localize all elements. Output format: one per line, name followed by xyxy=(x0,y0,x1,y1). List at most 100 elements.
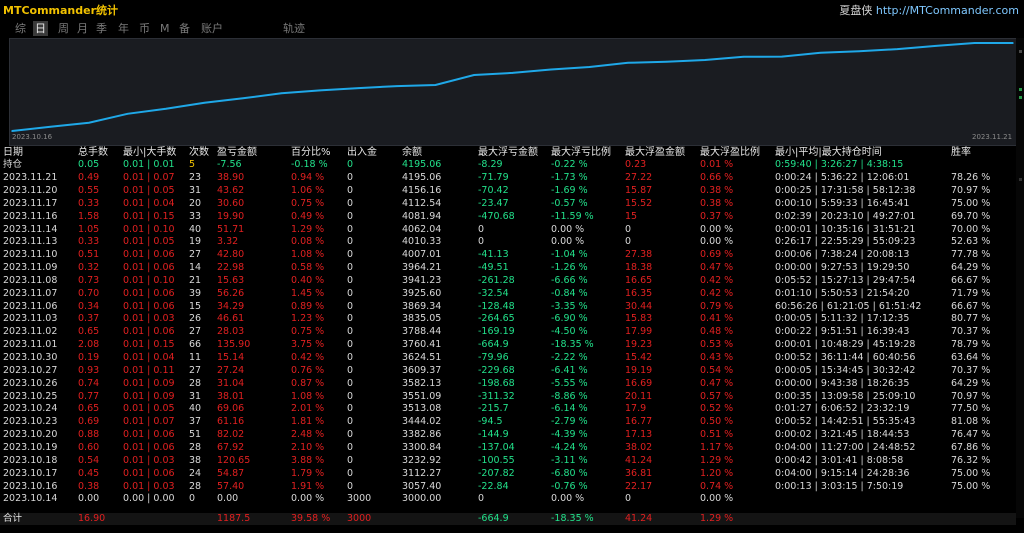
cell-fl_amt: -70.42 xyxy=(478,184,509,196)
cell-lots: 0.70 xyxy=(78,287,100,299)
tab-4[interactable]: 季 xyxy=(96,22,107,35)
cell-win: 76.47 % xyxy=(951,429,991,441)
brand-name: 夏盘侠 xyxy=(839,4,873,17)
cell-lots: 总手数 xyxy=(78,147,108,158)
cell-balance: 余额 xyxy=(402,147,422,158)
table-row: 2023.11.16 1.58 0.01 | 0.15 33 19.90 0.49 % 0 4… xyxy=(0,211,1016,223)
cell-date: 2023.10.30 xyxy=(3,352,58,363)
cell-win: 胜率 xyxy=(951,147,971,158)
cell-time: 0:01:10 | 5:50:53 | 21:54:20 xyxy=(775,287,910,299)
cell-fp_amt: 20.11 xyxy=(625,390,653,402)
brand[interactable]: 夏盘侠 http://MTCommander.com xyxy=(839,2,1019,18)
balance-point xyxy=(1012,42,1014,44)
cell-fl_pct: -0.84 % xyxy=(551,287,588,299)
cell-fl_amt: -207.82 xyxy=(478,467,515,479)
cell-balance: 3000.00 xyxy=(402,493,442,505)
cell-pnl: 0.00 xyxy=(217,493,239,505)
cell-lots: 0.51 xyxy=(78,249,100,261)
tab-2[interactable]: 周 xyxy=(58,22,69,35)
tab-1[interactable]: 日 xyxy=(33,21,48,36)
cell-fl_pct: 0.00 % xyxy=(551,223,585,235)
cell-io: 0 xyxy=(347,184,354,196)
cell-date: 持仓 xyxy=(3,159,23,170)
cell-date: 2023.11.02 xyxy=(3,326,58,338)
cell-win: 78.26 % xyxy=(951,172,991,184)
cell-count: 33 xyxy=(189,210,202,222)
cell-time: 0:00:42 | 3:01:41 | 8:08:58 xyxy=(775,454,904,466)
cell-balance: 4062.04 xyxy=(402,223,442,235)
cell-time: 60:56:26 | 61:21:05 | 61:51:42 xyxy=(775,300,922,312)
cell-pct: 0.89 % xyxy=(291,300,325,312)
table-row: 2023.11.20 0.55 0.01 | 0.05 31 43.62 1.06 % 0 4… xyxy=(0,185,1016,197)
table-row: 2023.10.25 0.77 0.01 | 0.09 31 38.01 1.08 % 0 3… xyxy=(0,391,1016,403)
cell-pct: 0.76 % xyxy=(291,364,325,376)
cell-date: 2023.11.17 xyxy=(3,197,58,209)
cell-count: 26 xyxy=(189,313,202,325)
balance-point xyxy=(935,45,937,47)
cell-pnl: 43.62 xyxy=(217,184,245,196)
cell-lots: 0.32 xyxy=(78,262,100,274)
cell-lots: 1.05 xyxy=(78,223,100,235)
cell-lots: 0.38 xyxy=(78,480,100,492)
cell-fl_amt: -137.04 xyxy=(478,441,515,453)
cell-pct: 0.42 % xyxy=(291,352,325,363)
cell-pnl: -7.56 xyxy=(217,159,242,170)
tab-6[interactable]: 币 xyxy=(139,22,150,35)
cell-win: 70.97 % xyxy=(951,184,991,196)
tab-0[interactable]: 综 xyxy=(15,22,26,35)
cell-count: 14 xyxy=(189,262,202,274)
cell-balance: 3609.37 xyxy=(402,364,442,376)
cell-fp_amt: 36.81 xyxy=(625,467,653,479)
cell-io: 0 xyxy=(347,287,354,299)
cell-fl_pct: -6.90 % xyxy=(551,313,588,325)
cell-fl_pct: -1.69 % xyxy=(551,184,588,196)
tab-8[interactable]: 备 xyxy=(179,22,190,35)
cell-fp_pct: 0.50 % xyxy=(700,416,734,428)
cell-balance: 3300.84 xyxy=(402,441,442,453)
cell-fp_pct: 0.38 % xyxy=(700,184,734,196)
cell-pnl: 56.26 xyxy=(217,287,245,299)
cell-fp_pct: 0.51 % xyxy=(700,429,734,441)
cell-pnl: 69.06 xyxy=(217,403,245,415)
cell-minmax: 最小|大手数 xyxy=(123,147,177,158)
cell-pnl: 51.71 xyxy=(217,223,245,235)
brand-site-link[interactable]: http://MTCommander.com xyxy=(875,4,1019,17)
cell-pnl: 盈亏金额 xyxy=(217,147,257,158)
cell-count: 39 xyxy=(189,287,202,299)
balance-point xyxy=(242,97,244,100)
cell-fp_pct: 0.38 % xyxy=(700,197,734,209)
cell-fl_amt: 0 xyxy=(478,493,485,505)
balance-point xyxy=(319,89,321,92)
cell-count: 28 xyxy=(189,377,202,389)
cell-pct: 2.48 % xyxy=(291,429,325,441)
cell-minmax: 0.01 | 0.07 xyxy=(123,172,175,184)
cell-date: 2023.11.06 xyxy=(3,300,58,312)
cell-io: 0 xyxy=(347,159,354,170)
cell-date: 2023.11.07 xyxy=(3,287,58,299)
cell-fl_pct: -8.86 % xyxy=(551,390,588,402)
cell-fl_amt: -664.9 xyxy=(478,513,509,524)
cell-pnl: 30.60 xyxy=(217,197,245,209)
cell-io: 0 xyxy=(347,236,354,248)
tab-7[interactable]: M xyxy=(160,22,170,35)
cell-count: 31 xyxy=(189,184,202,196)
cell-fl_pct: -0.22 % xyxy=(551,159,588,170)
right-scroll-strip[interactable] xyxy=(1016,38,1024,518)
tab-9[interactable]: 账户 xyxy=(201,22,223,35)
cell-fp_pct: 0.37 % xyxy=(700,210,734,222)
table-row: 2023.10.18 0.54 0.01 | 0.03 38 120.65 3.88 % 0… xyxy=(0,455,1016,467)
cell-win: 67.86 % xyxy=(951,441,991,453)
cell-lots: 0.45 xyxy=(78,467,100,479)
cell-fp_amt: 15 xyxy=(625,210,638,222)
table-row: 2023.11.17 0.33 0.01 | 0.04 20 30.60 0.75 % 0 4… xyxy=(0,198,1016,210)
tab-10[interactable]: 轨迹 xyxy=(283,22,305,35)
cell-fl_amt: -215.7 xyxy=(478,403,509,415)
cell-win: 80.77 % xyxy=(951,313,991,325)
cell-fp_amt: 16.35 xyxy=(625,287,653,299)
cell-pnl: 1187.5 xyxy=(217,513,251,524)
cell-io: 0 xyxy=(347,467,354,479)
cell-lots: 0.33 xyxy=(78,236,100,248)
tab-3[interactable]: 月 xyxy=(77,22,88,35)
cell-fl_amt: -94.5 xyxy=(478,416,503,428)
tab-5[interactable]: 年 xyxy=(118,22,129,35)
